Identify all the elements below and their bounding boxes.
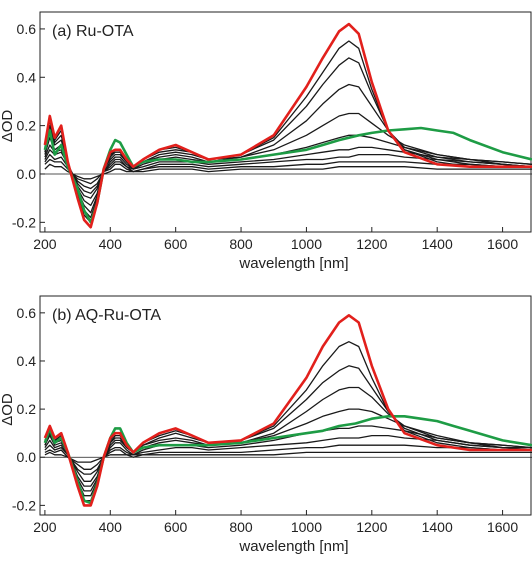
series-line-black: [44, 146, 532, 194]
y-tick-label: 0.4: [17, 69, 37, 85]
series-line-black: [44, 163, 532, 180]
x-tick-label: 1400: [422, 519, 453, 535]
panel-a-chart: -0.2 0.0 0.2 0.4 0.6 200 400 600 800 1000 1200 1400…: [0, 11, 532, 272]
x-tick-label: 1000: [291, 519, 322, 535]
x-tick-label: 600: [164, 519, 188, 535]
y-tick-label: 0.0: [17, 166, 37, 182]
x-tick-label: 200: [33, 236, 57, 252]
series-line-red: [43, 22, 532, 229]
series-line-black: [44, 444, 532, 470]
series-line-black: [44, 341, 532, 502]
series-line-black: [44, 386, 532, 492]
series-line-green: [43, 415, 532, 505]
x-tick-label: 800: [229, 236, 253, 252]
panel-label: (a) Ru-OTA: [52, 23, 134, 40]
series-line-black: [44, 153, 532, 190]
series-line-black: [44, 434, 532, 475]
series-line-black: [44, 112, 532, 207]
series-line-green: [43, 126, 532, 224]
y-tick-label: 0.6: [17, 305, 37, 321]
x-tick-label: 1200: [356, 519, 387, 535]
series-line-black: [44, 451, 532, 463]
x-axis-title: wavelength [nm]: [238, 538, 348, 555]
y-tick-label: 0.0: [17, 449, 37, 465]
x-tick-label: 600: [164, 236, 188, 252]
x-tick-label: 1000: [291, 236, 322, 252]
plot-frame: [39, 295, 532, 516]
y-tick-label: -0.2: [12, 497, 36, 513]
x-tick-label: 1200: [356, 236, 387, 252]
x-tick-label: 400: [99, 519, 123, 535]
x-axis-title: wavelength [nm]: [238, 255, 348, 272]
series-group: [40, 314, 532, 507]
y-tick-label: 0.6: [17, 21, 37, 37]
x-tick-label: 800: [229, 519, 253, 535]
series-line-black: [44, 158, 532, 185]
x-tick-label: 1600: [487, 519, 518, 535]
y-tick-label: 0.2: [17, 401, 37, 417]
x-tick-label: 1600: [487, 236, 518, 252]
x-tick-label: 400: [99, 236, 123, 252]
y-axis-title: ΔOD: [0, 110, 16, 143]
x-tick-label: 1400: [422, 236, 453, 252]
panel-b-chart: -0.2 0.0 0.2 0.4 0.6 200 400 600 800 1000 1200 1400…: [0, 295, 532, 555]
plot-frame: [39, 11, 532, 233]
series-line-black: [44, 408, 532, 487]
series-group: [40, 22, 532, 229]
series-line-black: [44, 40, 532, 223]
y-tick-label: -0.2: [12, 214, 36, 230]
y-axis-title: ΔOD: [0, 393, 16, 426]
series-line-red: [43, 314, 532, 507]
panel-label: (b) AQ-Ru-OTA: [52, 307, 161, 324]
y-tick-label: 0.4: [17, 353, 37, 369]
x-tick-label: 200: [33, 519, 57, 535]
series-line-black: [44, 57, 532, 219]
y-tick-label: 0.2: [17, 118, 37, 134]
